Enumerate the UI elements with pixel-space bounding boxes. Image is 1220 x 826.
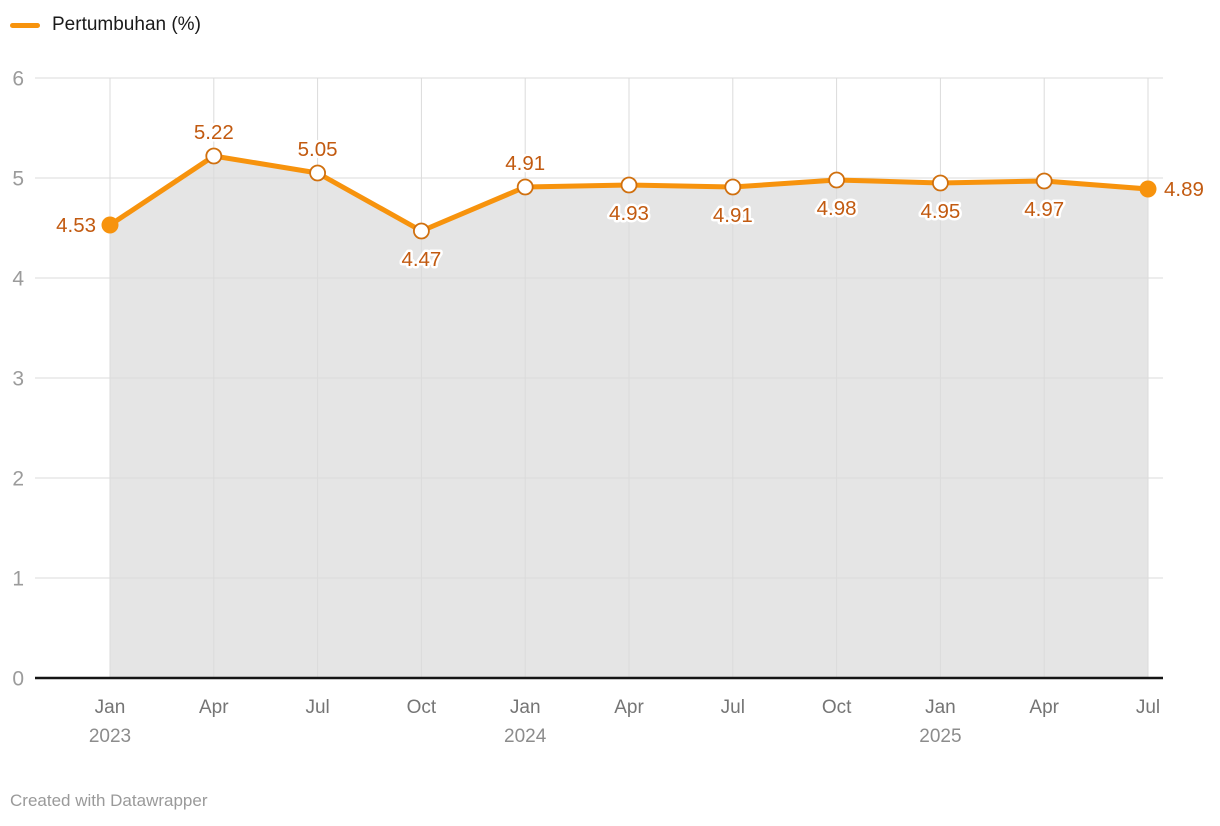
y-tick-label: 0 bbox=[12, 668, 24, 691]
point-marker[interactable] bbox=[1139, 180, 1157, 198]
x-tick-label: Jul bbox=[305, 697, 329, 718]
y-tick-label: 4 bbox=[12, 268, 24, 291]
y-tick-label: 1 bbox=[12, 568, 24, 591]
point-marker[interactable] bbox=[516, 178, 534, 196]
value-label: 4.47 bbox=[401, 248, 441, 271]
value-label: 4.53 bbox=[56, 214, 96, 237]
value-label: 4.93 bbox=[609, 202, 649, 225]
x-tick-label: Jul bbox=[721, 697, 745, 718]
x-tick-label: Jul bbox=[1136, 697, 1160, 718]
x-tick-label: Apr bbox=[1029, 697, 1059, 718]
attribution: Created with Datawrapper bbox=[10, 791, 208, 810]
x-tick-label: Jan bbox=[925, 697, 956, 718]
x-tick-year-label: 2024 bbox=[504, 726, 547, 747]
point-marker[interactable] bbox=[620, 176, 638, 194]
value-label: 4.91 bbox=[505, 152, 545, 175]
x-tick-label: Oct bbox=[822, 697, 852, 718]
value-label: 4.91 bbox=[713, 204, 753, 227]
line-chart: 0 1 2 3 4 5 6 Jan 2023 Apr Jul Oct Jan 2024 Apr Jul Oct J… bbox=[12, 67, 1204, 747]
value-label: 4.97 bbox=[1024, 198, 1064, 221]
legend-label: Pertumbuhan (%) bbox=[52, 14, 201, 35]
x-tick-year-label: 2023 bbox=[89, 726, 131, 747]
value-label: 4.95 bbox=[920, 200, 960, 223]
y-tick-label: 2 bbox=[12, 468, 24, 491]
legend-line-swatch-icon bbox=[10, 22, 40, 28]
value-label: 5.22 bbox=[194, 121, 234, 144]
point-marker[interactable] bbox=[101, 216, 119, 234]
point-marker[interactable] bbox=[309, 164, 327, 182]
x-tick-year-label: 2025 bbox=[919, 726, 961, 747]
value-label: 4.98 bbox=[817, 197, 857, 220]
x-tick-label: Apr bbox=[614, 697, 644, 718]
point-marker[interactable] bbox=[932, 174, 949, 192]
value-label: 4.89 bbox=[1164, 178, 1204, 201]
legend: Pertumbuhan (%) bbox=[10, 12, 201, 38]
y-tick-label: 5 bbox=[12, 168, 24, 191]
point-marker[interactable] bbox=[412, 222, 430, 240]
value-label: 5.05 bbox=[298, 138, 338, 161]
y-tick-label: 6 bbox=[12, 68, 24, 91]
point-marker[interactable] bbox=[724, 178, 742, 196]
point-marker[interactable] bbox=[205, 147, 223, 165]
x-tick-label: Oct bbox=[407, 697, 437, 718]
x-tick-label: Jan bbox=[95, 697, 126, 718]
x-tick-label: Apr bbox=[199, 697, 229, 718]
point-marker[interactable] bbox=[828, 171, 845, 189]
point-marker[interactable] bbox=[1035, 172, 1053, 190]
y-tick-label: 3 bbox=[12, 368, 24, 391]
x-tick-label: Jan bbox=[510, 697, 541, 718]
